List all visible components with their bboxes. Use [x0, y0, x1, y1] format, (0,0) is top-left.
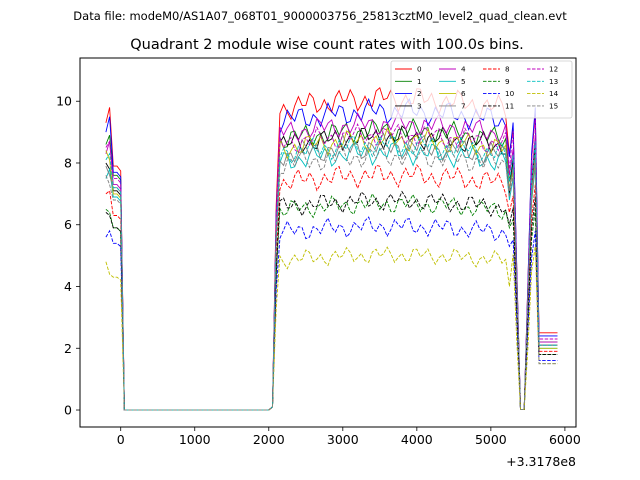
legend-label: 7 — [461, 102, 466, 111]
legend-label: 3 — [417, 102, 422, 111]
y-tick-label: 0 — [64, 403, 72, 418]
data-file-suptitle: Data file: modeM0/AS1A07_068T01_90000037… — [73, 9, 567, 23]
y-tick-label: 10 — [56, 94, 72, 109]
x-tick-label: 6000 — [549, 432, 581, 447]
legend-label: 14 — [549, 89, 559, 98]
legend-label: 4 — [461, 65, 466, 74]
x-tick-label: 4000 — [401, 432, 433, 447]
y-tick-label: 6 — [64, 217, 72, 232]
y-tick-label: 2 — [64, 341, 72, 356]
y-tick-label: 8 — [64, 155, 72, 170]
series-line-10 — [105, 216, 558, 411]
x-offset-label: +3.3178e8 — [506, 454, 576, 469]
y-tick-label: 4 — [64, 279, 72, 294]
legend-label: 13 — [549, 77, 558, 86]
legend-label: 10 — [505, 89, 515, 98]
legend-label: 11 — [505, 102, 514, 111]
x-tick-label: 2000 — [253, 432, 285, 447]
legend-label: 8 — [505, 65, 510, 74]
legend-box — [390, 60, 573, 119]
plot-frame — [79, 57, 577, 428]
legend-label: 6 — [461, 89, 466, 98]
x-tick-label: 5000 — [475, 432, 507, 447]
x-tick-label: 0 — [117, 432, 125, 447]
legend-label: 2 — [417, 89, 422, 98]
legend-label: 5 — [461, 77, 466, 86]
series-layer — [105, 87, 558, 411]
legend-label: 1 — [417, 77, 422, 86]
x-tick-label: 1000 — [179, 432, 211, 447]
x-tick-label: 3000 — [327, 432, 359, 447]
chart-title: Quadrant 2 module wise count rates with … — [130, 37, 524, 53]
legend-label: 0 — [417, 65, 422, 74]
y-axis: 0 2 4 6 8 10 — [56, 94, 80, 418]
legend-label: 9 — [505, 77, 510, 86]
series-line-9 — [105, 192, 558, 411]
series-line-15 — [105, 144, 558, 411]
x-axis: 0 1000 2000 3000 4000 5000 6000 — [117, 427, 581, 447]
legend-label: 15 — [549, 102, 558, 111]
legend-label: 12 — [549, 65, 558, 74]
